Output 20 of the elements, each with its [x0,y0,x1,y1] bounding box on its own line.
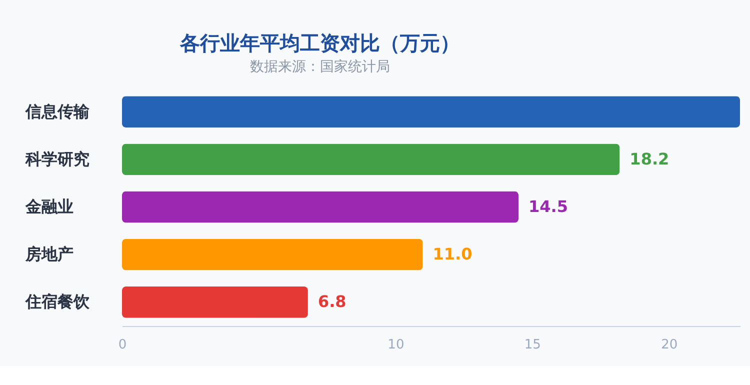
bar [122,191,519,223]
chart-subtitle: 数据来源：国家统计局 [250,59,390,75]
y-tick-label: 科学研究 [24,149,90,168]
bar [122,238,423,270]
bar [122,144,620,176]
y-tick-label: 金融业 [24,197,74,216]
data-label: 18.2 [630,149,670,168]
x-tick-label: 10 [388,338,404,352]
x-tick-label: 20 [661,338,678,352]
y-tick-label: 房地产 [24,244,74,264]
data-label: 11.0 [432,244,472,264]
y-tick-label: 信息传输 [24,102,90,121]
y-tick-label: 住宿餐饮 [24,292,90,312]
x-tick-label: 0 [118,338,127,352]
bar [122,286,308,318]
bar [122,96,740,128]
data-label: 14.5 [528,197,568,216]
chart-title: 各行业年平均工资对比（万元） [179,31,460,55]
x-tick-label: 15 [524,338,541,352]
data-label: 6.8 [318,292,346,312]
